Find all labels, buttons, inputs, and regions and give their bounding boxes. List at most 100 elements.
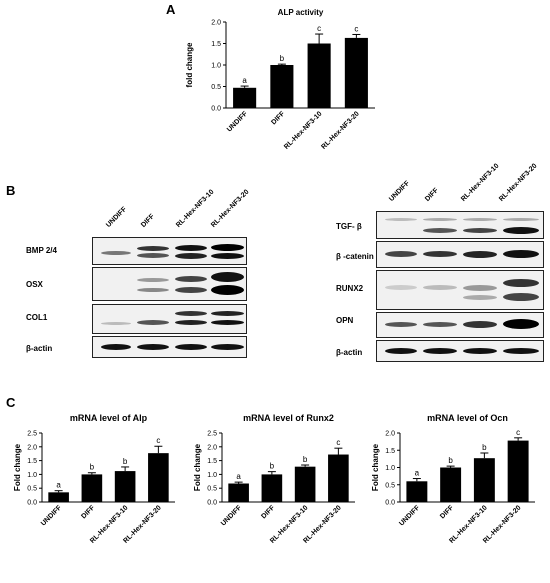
bar xyxy=(270,65,294,108)
y-axis-label: Fold change xyxy=(193,443,202,491)
mrna-runx2-chart: mRNA level of Runx2 Fold change 0.0 0.5 1.0 1… xyxy=(193,413,355,545)
x-tick-label: UNDIFF xyxy=(398,504,422,528)
significance-letter: b xyxy=(123,457,128,466)
bar xyxy=(48,492,69,502)
blot-label-osx: OSX xyxy=(26,280,43,289)
y-tick-label: 0.5 xyxy=(207,486,217,493)
bar xyxy=(507,440,529,502)
alp-activity-chart: ALP activity fold change 0.0 0.5 1.0 1.5 2.0 a U… xyxy=(185,8,375,151)
y-axis-label: fold change xyxy=(185,42,194,87)
x-tick-label: DIFF xyxy=(270,110,286,126)
significance-letter: b xyxy=(448,456,453,465)
chart-title: mRNA level of Runx2 xyxy=(243,413,334,423)
bar xyxy=(81,474,103,502)
bar xyxy=(473,458,495,502)
blot-label-actin-left: β-actin xyxy=(26,344,53,353)
lane-label-right-undiff: UNDIFF xyxy=(388,179,412,203)
blot-strip-osx xyxy=(92,267,247,301)
blot-label-actin-right: β-actin xyxy=(336,348,363,357)
blot-label-tgf: TGF- β xyxy=(336,222,362,231)
blot-strip-bmp xyxy=(92,237,247,265)
blot-label-catenin: β -catenin xyxy=(336,252,374,261)
significance-letter: c xyxy=(354,24,358,33)
significance-letter: a xyxy=(236,472,241,481)
y-tick-label: 2.0 xyxy=(27,444,37,451)
lane-label-diff: DIFF xyxy=(140,213,157,229)
lane-label-undiff: UNDIFF xyxy=(105,205,129,229)
blot-strip-catenin xyxy=(376,241,544,268)
bar xyxy=(261,474,283,502)
blot-strip-tgf xyxy=(376,211,544,239)
x-tick-label: UNDIFF xyxy=(220,504,244,528)
x-tick-label: RL-Hex-NF3-20 xyxy=(482,504,523,545)
blot-label-runx2: RUNX2 xyxy=(336,284,364,293)
significance-letter: c xyxy=(156,436,160,445)
blot-label-bmp: BMP 2/4 xyxy=(26,246,57,255)
bar xyxy=(344,37,368,108)
y-tick-label: 0.0 xyxy=(27,500,37,507)
y-tick-label: 1.0 xyxy=(385,465,395,472)
significance-letter: b xyxy=(90,463,95,472)
blot-strip-actin-right xyxy=(376,340,544,362)
y-tick-label: 2.5 xyxy=(207,431,217,438)
chart-title: mRNA level of Ocn xyxy=(427,413,508,423)
y-tick-label: 1.5 xyxy=(385,448,395,455)
bar xyxy=(406,481,428,502)
bar xyxy=(307,43,331,108)
x-tick-label: RL-Hex-NF3-20 xyxy=(320,110,361,151)
y-tick-label: 0.5 xyxy=(385,482,395,489)
blot-label-col1: COL1 xyxy=(26,313,48,322)
y-axis-label: Fold change xyxy=(371,443,380,491)
bar xyxy=(228,483,249,502)
bar xyxy=(328,454,349,502)
significance-letter: c xyxy=(336,438,340,447)
y-tick-label: 1.0 xyxy=(27,472,37,479)
bar xyxy=(148,453,169,502)
panel-letter-a: A xyxy=(166,2,176,17)
significance-letter: c xyxy=(317,24,321,33)
y-axis-label: Fold change xyxy=(13,443,22,491)
chart-title: mRNA level of Alp xyxy=(70,413,148,423)
blot-strip-opn xyxy=(376,312,544,338)
bar xyxy=(233,87,257,108)
blot-strip-runx2 xyxy=(376,270,544,310)
x-tick-label: UNDIFF xyxy=(40,504,64,528)
blot-strip-actin-left xyxy=(92,336,247,358)
y-tick-label: 2.0 xyxy=(211,20,221,27)
panel-letter-b: B xyxy=(6,183,16,198)
y-tick-label: 1.5 xyxy=(211,41,221,48)
significance-letter: c xyxy=(516,428,520,437)
bar xyxy=(294,466,316,502)
x-tick-label: UNDIFF xyxy=(226,110,250,134)
significance-letter: b xyxy=(303,455,308,464)
lane-label-right-nf3-20: RL-Hex-NF3-20 xyxy=(498,162,539,203)
y-tick-label: 0.0 xyxy=(211,106,221,113)
significance-letter: b xyxy=(270,462,275,471)
y-tick-label: 1.0 xyxy=(211,63,221,70)
blot-strip-col1 xyxy=(92,304,247,334)
y-tick-label: 2.0 xyxy=(385,431,395,438)
significance-letter: a xyxy=(242,76,247,85)
y-tick-label: 1.0 xyxy=(207,472,217,479)
y-tick-label: 1.5 xyxy=(207,458,217,465)
significance-letter: b xyxy=(280,54,285,63)
significance-letter: a xyxy=(415,469,420,478)
y-tick-label: 2.0 xyxy=(207,444,217,451)
lane-label-nf3-20: RL-Hex-NF3-20 xyxy=(210,188,251,229)
bar xyxy=(114,471,136,502)
x-tick-label: DIFF xyxy=(80,504,96,520)
mrna-ocn-chart: mRNA level of Ocn Fold change 0.0 0.5 1.0 1.5… xyxy=(371,413,535,545)
y-tick-label: 0.5 xyxy=(211,84,221,91)
lane-label-right-diff: DIFF xyxy=(424,187,441,203)
y-tick-label: 0.0 xyxy=(207,500,217,507)
y-tick-label: 2.5 xyxy=(27,431,37,438)
blot-label-opn: OPN xyxy=(336,316,354,325)
panel-letter-c: C xyxy=(6,395,16,410)
x-tick-label: DIFF xyxy=(260,504,276,520)
y-tick-label: 0.0 xyxy=(385,500,395,507)
x-tick-label: DIFF xyxy=(439,504,455,520)
significance-letter: a xyxy=(56,481,61,490)
chart-title: ALP activity xyxy=(278,8,324,17)
x-tick-label: RL-Hex-NF3-10 xyxy=(283,110,324,151)
y-tick-label: 0.5 xyxy=(27,486,37,493)
